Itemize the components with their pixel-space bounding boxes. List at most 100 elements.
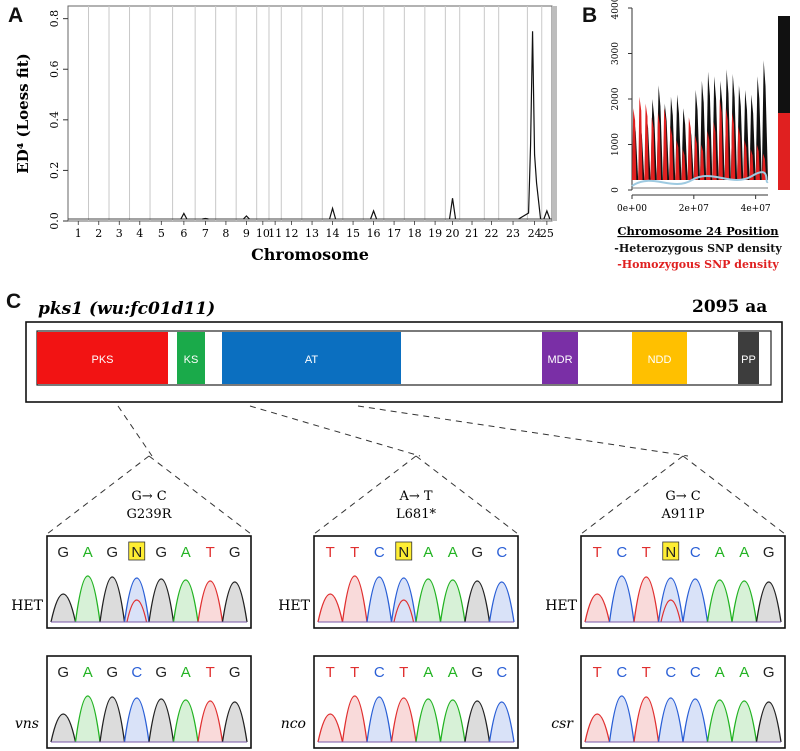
chromatogram-peak (584, 593, 611, 623)
chromatogram-peak (99, 696, 126, 743)
protein-length: 2095 aa (692, 297, 767, 317)
hom-density-bar (749, 149, 754, 180)
panel-b-y-tick-label: 1000 (611, 133, 621, 156)
base-call: A (181, 544, 191, 561)
hom-density-bar (632, 108, 637, 180)
chromatogram-peak (682, 698, 709, 743)
panel-b-title: Chromosome 24 Position (617, 224, 779, 238)
chromatogram-peak (682, 578, 709, 623)
ed4-peak (370, 209, 378, 220)
chromatogram-peak (123, 697, 150, 743)
amino-acid-change: G239R (127, 507, 173, 522)
chromatogram-peak (341, 695, 368, 743)
het-label: HET (545, 598, 577, 614)
domain-label: PKS (91, 354, 113, 366)
ed4-peak (543, 209, 551, 220)
y-tick-label: 0.0 (48, 212, 61, 230)
x-tick-label: 8 (222, 227, 229, 240)
mutation-pointer-line (117, 405, 153, 457)
base-call: A (715, 544, 725, 561)
x-tick-label: 4 (136, 227, 143, 240)
domain-label: PP (741, 354, 756, 366)
domain-pks (37, 332, 168, 384)
hom-density-bar (700, 144, 705, 180)
chromatogram-peak (633, 576, 660, 623)
chromatogram-peak (172, 579, 199, 623)
y-tick-label: 0.8 (48, 10, 61, 28)
domain-at (222, 332, 401, 384)
y-tick-label: 0.2 (48, 162, 61, 180)
chromatogram-peak (731, 580, 758, 623)
x-tick-label: 14 (326, 227, 340, 240)
chromatogram-peak (366, 696, 393, 743)
base-call: A (448, 664, 458, 681)
mutant-chromatogram-box (313, 655, 519, 749)
y-tick-label: 0.4 (48, 111, 61, 129)
base-call: G (229, 664, 241, 681)
hom-density-bar (755, 144, 760, 180)
hom-density-bar (687, 117, 692, 180)
chromatogram-peak (488, 581, 515, 623)
panel-b-y-tick-label: 2000 (611, 87, 621, 110)
mutant-chromatogram-box (580, 655, 786, 749)
x-tick-label: 10 (256, 227, 270, 240)
base-call: A (715, 664, 725, 681)
chromatogram-peak (415, 578, 442, 623)
x-tick-label: 23 (506, 227, 520, 240)
chromatogram-peak (148, 578, 175, 623)
x-tick-label: 9 (243, 227, 250, 240)
x-tick-label: 11 (268, 227, 282, 240)
x-tick-label: 25 (540, 227, 554, 240)
base-call: G (106, 544, 118, 561)
base-call: C (131, 664, 142, 681)
nucleotide-change: G→ C (131, 489, 166, 504)
chromatogram-peak (439, 699, 466, 743)
panel-a-xlabel: Chromosome (251, 245, 369, 264)
hom-density-bar (650, 117, 655, 180)
x-tick-label: 7 (202, 227, 209, 240)
ed4-peak (448, 198, 457, 220)
base-call: T (350, 544, 359, 561)
nucleotide-change: G→ C (665, 489, 700, 504)
base-call: A (181, 664, 191, 681)
panel-b-chart: 0 1000 2000 3000 4000 0e+00 2e+07 4e+07 Chromoso… (611, 0, 790, 271)
panel-b-x-tick-label: 0e+00 (617, 204, 647, 214)
panel-b-x-tick-label: 2e+07 (679, 204, 709, 214)
base-call: A (423, 544, 433, 561)
base-call: T (593, 544, 602, 561)
ed4-peak (518, 31, 542, 220)
base-call: N (131, 544, 142, 561)
x-tick-label: 17 (387, 227, 401, 240)
base-call: G (763, 544, 775, 561)
hom-density-bar (718, 99, 723, 180)
mutant-allele-label: vns (15, 716, 39, 732)
hom-density-bar (656, 112, 662, 180)
chromatogram-peak (390, 697, 417, 743)
het-color-bar (778, 16, 790, 113)
chromatogram-peak (172, 699, 199, 743)
secondary-peak (660, 599, 682, 623)
secondary-peak (393, 599, 415, 623)
chromatogram-peak (415, 698, 442, 743)
hom-density-bar (669, 126, 674, 180)
panel-b-x-tick-label: 4e+07 (741, 204, 771, 214)
chromatogram-peak (608, 575, 635, 623)
x-tick-label: 13 (305, 227, 319, 240)
x-tick-label: 22 (485, 227, 499, 240)
hom-density-bar (712, 121, 717, 180)
chromatogram-peak (731, 700, 758, 743)
x-tick-label: 18 (408, 227, 422, 240)
ed4-peak (242, 215, 250, 220)
base-call: T (206, 544, 215, 561)
chromatogram-peak (74, 575, 101, 623)
domain-ks (177, 332, 205, 384)
domain-label: KS (184, 354, 199, 366)
chromatogram-peak (464, 580, 491, 623)
x-tick-label: 19 (428, 227, 442, 240)
hom-density-bar (737, 126, 742, 180)
base-call: C (374, 664, 385, 681)
x-tick-label: 3 (116, 227, 123, 240)
base-call: A (448, 544, 458, 561)
base-call: A (739, 664, 749, 681)
base-call: G (155, 544, 167, 561)
